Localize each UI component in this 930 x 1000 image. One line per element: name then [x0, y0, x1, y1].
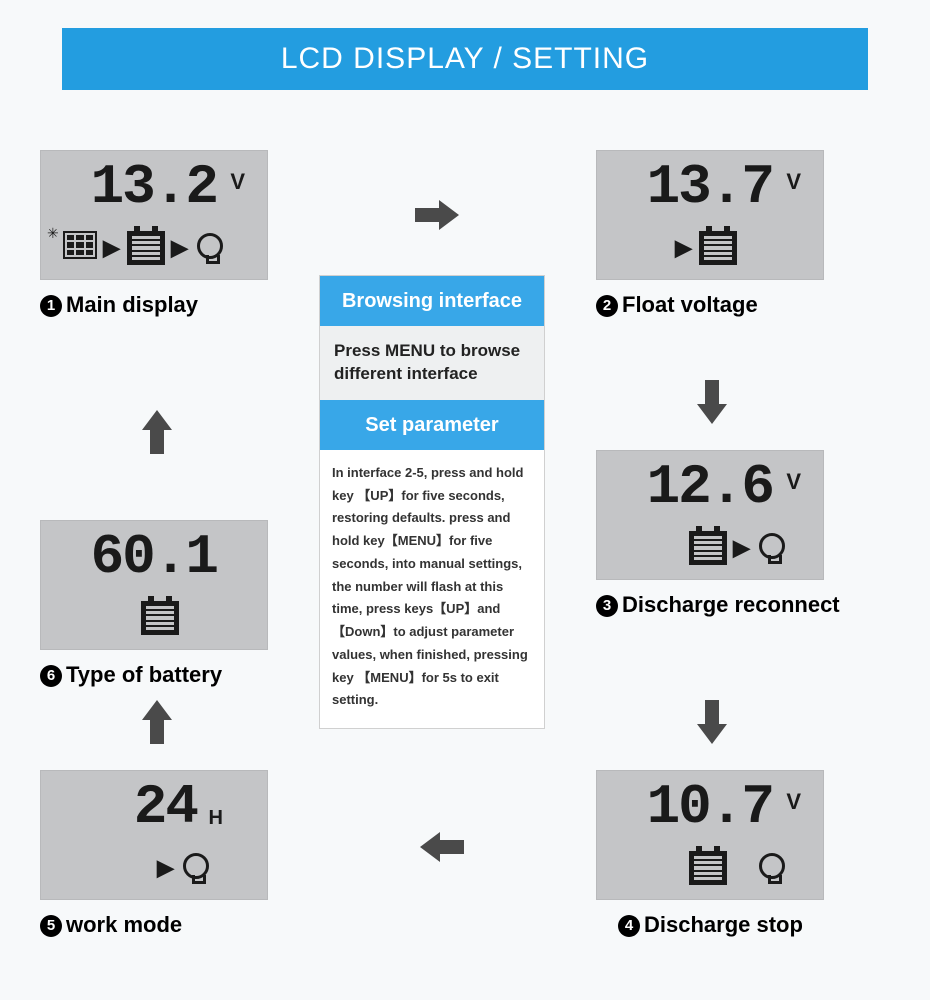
- screen-label-4: 4Discharge stop: [618, 912, 803, 938]
- arrow-icon: ▶: [157, 855, 174, 881]
- lcd-value: 24: [134, 775, 197, 839]
- battery-icon: [689, 851, 727, 885]
- lcd-screen-5: 24 H ▶: [40, 770, 268, 900]
- step-number-icon: 5: [40, 915, 62, 937]
- arrow-icon: ▶: [675, 235, 692, 261]
- label-text: Float voltage: [622, 292, 758, 317]
- lcd-value: 10.7: [647, 775, 773, 839]
- lcd-value: 13.7: [647, 155, 773, 219]
- flow-arrow-right-icon: [415, 198, 459, 232]
- lcd-screen-2: 13.7 V ▶: [596, 150, 824, 280]
- arrow-icon: ▶: [733, 535, 750, 561]
- bulb-icon: [197, 233, 223, 259]
- set-parameter-title: Set parameter: [320, 400, 544, 450]
- page-title-banner: LCD DISPLAY / SETTING: [62, 28, 868, 90]
- lcd-screen-6: 60.1: [40, 520, 268, 650]
- screen-label-3: 3Discharge reconnect: [596, 592, 840, 618]
- label-text: Discharge stop: [644, 912, 803, 937]
- label-text: Main display: [66, 292, 198, 317]
- step-number-icon: 4: [618, 915, 640, 937]
- battery-icon: [141, 601, 179, 635]
- screen-label-1: 1Main display: [40, 292, 198, 318]
- screen-label-6: 6Type of battery: [40, 662, 222, 688]
- bulb-icon: [759, 533, 785, 559]
- battery-icon: [127, 231, 165, 265]
- bulb-icon: [759, 853, 785, 879]
- flow-arrow-down-icon: [695, 380, 729, 424]
- lcd-screen-1: 13.2 V ✳ ▶ ▶: [40, 150, 268, 280]
- battery-icon: [689, 531, 727, 565]
- lcd-screen-3: 12.6 V ▶: [596, 450, 824, 580]
- screen-label-2: 2Float voltage: [596, 292, 758, 318]
- sun-icon: ✳: [47, 225, 59, 242]
- set-parameter-text: In interface 2-5, press and hold key 【UP…: [320, 450, 544, 728]
- bulb-icon: [183, 853, 209, 879]
- lcd-unit: V: [786, 169, 801, 195]
- label-text: work mode: [66, 912, 182, 937]
- lcd-screen-4: 10.7 V: [596, 770, 824, 900]
- info-panel: Browsing interface Press MENU to browse …: [319, 275, 545, 729]
- lcd-value: 12.6: [647, 455, 773, 519]
- arrow-icon: ▶: [103, 235, 120, 261]
- step-number-icon: 3: [596, 595, 618, 617]
- flow-arrow-left-icon: [420, 830, 464, 864]
- label-text: Type of battery: [66, 662, 222, 687]
- flow-arrow-up-icon: [140, 700, 174, 744]
- lcd-unit: H: [209, 807, 223, 830]
- browsing-title: Browsing interface: [320, 276, 544, 326]
- lcd-unit: V: [786, 789, 801, 815]
- lcd-unit: V: [786, 469, 801, 495]
- lcd-value: 13.2: [91, 155, 217, 219]
- lcd-value: 60.1: [91, 525, 217, 589]
- arrow-icon: ▶: [171, 235, 188, 261]
- flow-arrow-down-icon: [695, 700, 729, 744]
- flow-arrow-up-icon: [140, 410, 174, 454]
- battery-icon: [699, 231, 737, 265]
- label-text: Discharge reconnect: [622, 592, 840, 617]
- lcd-unit: V: [230, 169, 245, 195]
- browsing-text: Press MENU to browse different interface: [320, 326, 544, 400]
- step-number-icon: 1: [40, 295, 62, 317]
- solar-panel-icon: [63, 231, 97, 259]
- screen-label-5: 5work mode: [40, 912, 182, 938]
- step-number-icon: 2: [596, 295, 618, 317]
- step-number-icon: 6: [40, 665, 62, 687]
